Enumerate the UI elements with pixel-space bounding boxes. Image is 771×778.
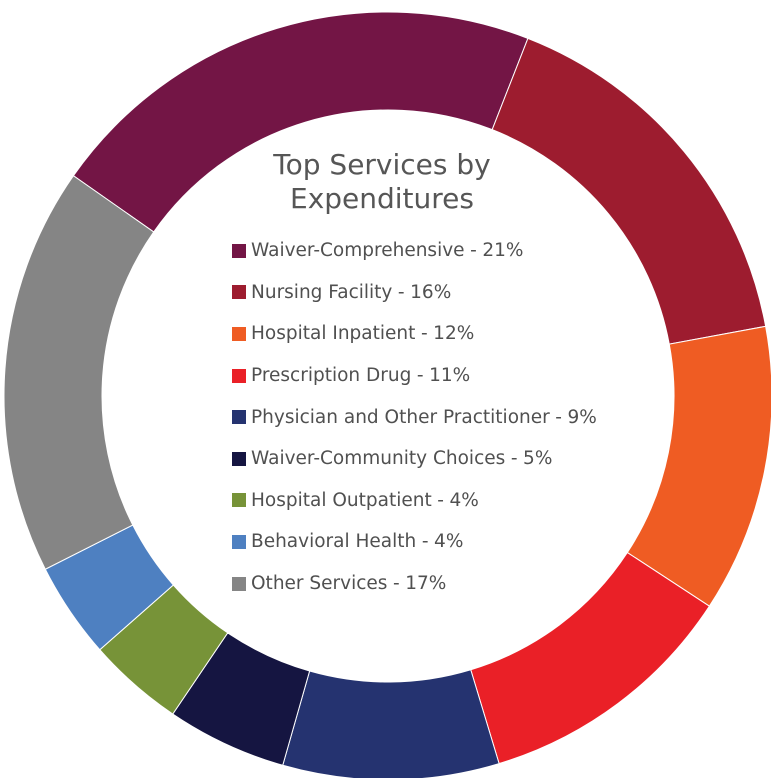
legend-separator: - bbox=[437, 489, 444, 511]
legend-separator: - bbox=[510, 448, 518, 470]
legend-percent: 4% bbox=[434, 531, 464, 553]
slice-other-services bbox=[3, 175, 155, 570]
legend-separator: - bbox=[397, 281, 405, 303]
legend-item: Hospital Inpatient -12% bbox=[232, 313, 652, 355]
legend-swatch bbox=[232, 368, 246, 383]
legend-item: Behavioral Health -4% bbox=[232, 521, 652, 563]
legend-swatch bbox=[232, 576, 246, 591]
legend-swatch bbox=[232, 285, 246, 300]
legend-percent: 16% bbox=[410, 281, 452, 303]
legend-separator: - bbox=[416, 365, 424, 387]
chart-title: Top Services by Expenditures bbox=[273, 148, 491, 215]
legend-label: Hospital Inpatient bbox=[251, 323, 416, 345]
legend-separator: - bbox=[421, 531, 429, 553]
legend-percent: 12% bbox=[433, 323, 475, 345]
legend-label: Nursing Facility bbox=[251, 281, 393, 303]
legend-item: Physician and Other Practitioner -9% bbox=[232, 396, 652, 438]
legend: Waiver-Comprehensive -21% Nursing Facility… bbox=[232, 230, 652, 604]
legend-label: Waiver-Community Choices bbox=[251, 448, 506, 470]
legend-label: Prescription Drug bbox=[251, 365, 412, 387]
chart-center-panel: Top Services by Expenditures Waiver-Comp… bbox=[232, 148, 652, 604]
legend-label: Physician and Other Practitioner bbox=[251, 406, 550, 428]
legend-label: Behavioral Health bbox=[251, 531, 417, 553]
legend-separator: - bbox=[420, 323, 428, 345]
legend-percent: 11% bbox=[429, 365, 471, 387]
legend-percent: 17% bbox=[405, 573, 447, 595]
legend-item: Hospital Outpatient -4% bbox=[232, 480, 652, 522]
legend-label: Waiver-Comprehensive bbox=[251, 240, 465, 262]
legend-percent: 5% bbox=[523, 448, 553, 470]
legend-item: Waiver-Comprehensive -21% bbox=[232, 230, 652, 272]
legend-swatch bbox=[232, 410, 246, 425]
legend-swatch bbox=[232, 451, 246, 466]
slice-physician-and-other-practitioner bbox=[282, 669, 500, 778]
legend-swatch bbox=[232, 534, 246, 549]
legend-swatch bbox=[232, 493, 246, 508]
legend-item: Other Services -17% bbox=[232, 563, 652, 605]
legend-separator: - bbox=[392, 573, 400, 595]
legend-label: Other Services bbox=[251, 573, 388, 595]
legend-percent: 9% bbox=[567, 406, 597, 428]
legend-swatch bbox=[232, 243, 246, 258]
legend-percent: 4% bbox=[449, 489, 479, 511]
legend-separator: - bbox=[470, 240, 477, 262]
legend-swatch bbox=[232, 326, 246, 341]
slice-waiver-comprehensive bbox=[72, 11, 529, 233]
legend-item: Waiver-Community Choices -5% bbox=[232, 438, 652, 480]
legend-item: Nursing Facility -16% bbox=[232, 272, 652, 314]
legend-separator: - bbox=[555, 406, 562, 428]
legend-percent: 21% bbox=[482, 240, 524, 262]
legend-item: Prescription Drug -11% bbox=[232, 355, 652, 397]
legend-label: Hospital Outpatient bbox=[251, 489, 432, 511]
